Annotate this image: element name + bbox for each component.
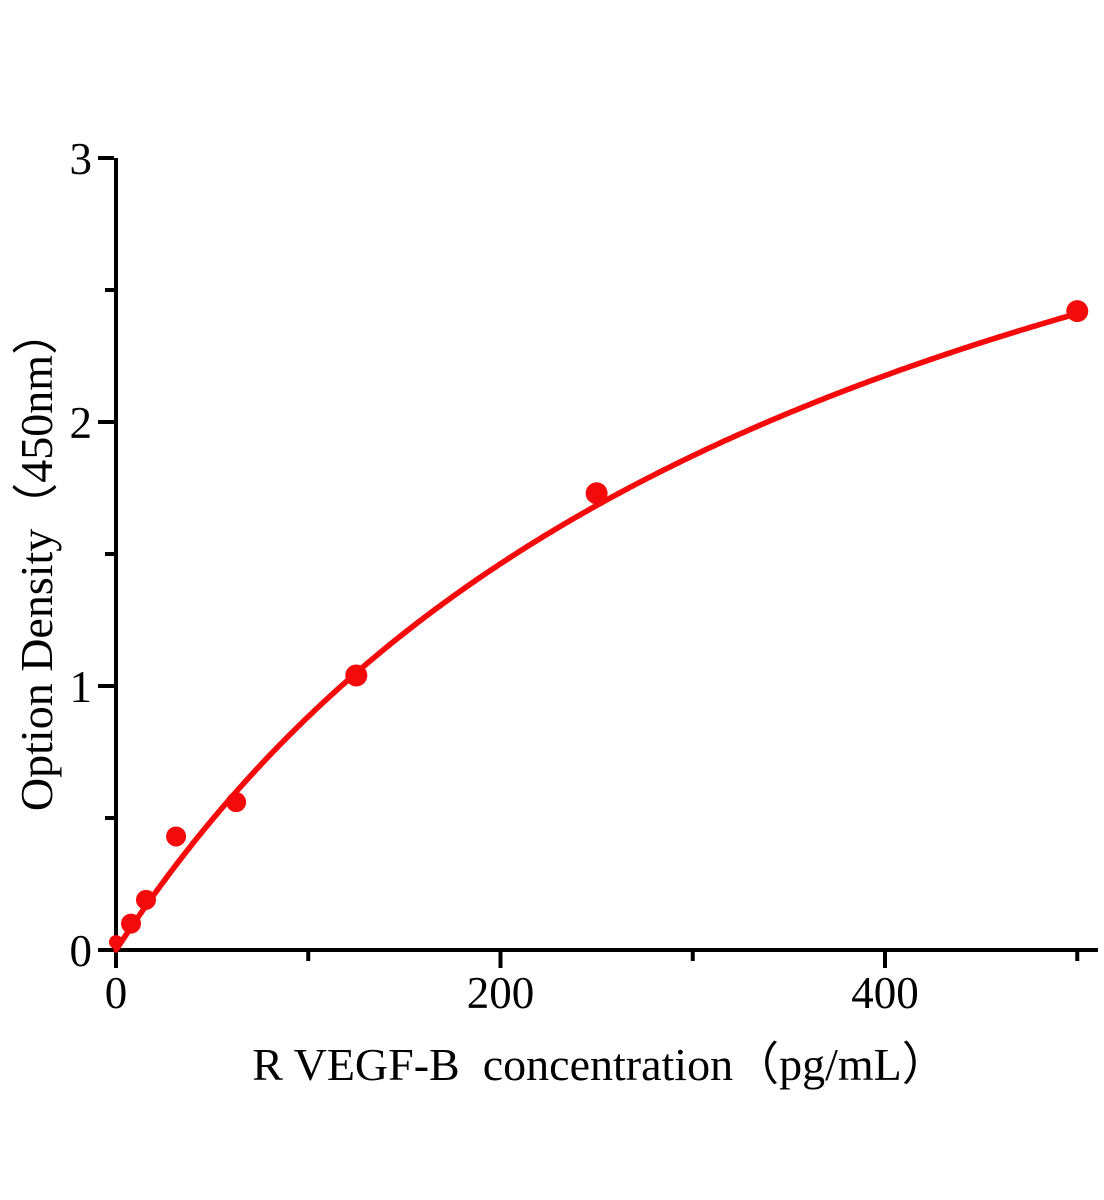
y-tick-label: 0 <box>70 926 93 976</box>
data-point-marker <box>109 935 123 950</box>
data-point-marker <box>120 913 141 934</box>
y-axis-title: Option Density（450nm） <box>11 308 62 812</box>
data-point-marker <box>226 792 247 813</box>
x-tick-label: 0 <box>105 968 128 1018</box>
x-tick-label: 400 <box>851 968 919 1018</box>
data-point-marker <box>166 826 187 847</box>
data-point-marker <box>135 889 156 910</box>
fit-curve-line <box>113 310 1081 953</box>
data-point-marker <box>585 482 608 505</box>
y-tick-label: 2 <box>70 398 93 448</box>
y-tick-label: 1 <box>70 662 93 712</box>
x-tick-label: 200 <box>467 968 535 1018</box>
y-tick-label: 3 <box>70 134 93 184</box>
data-point-marker <box>1066 300 1089 323</box>
data-point-marker <box>345 664 368 687</box>
x-axis-title: R VEGF-B concentration（pg/mL） <box>252 1039 948 1090</box>
